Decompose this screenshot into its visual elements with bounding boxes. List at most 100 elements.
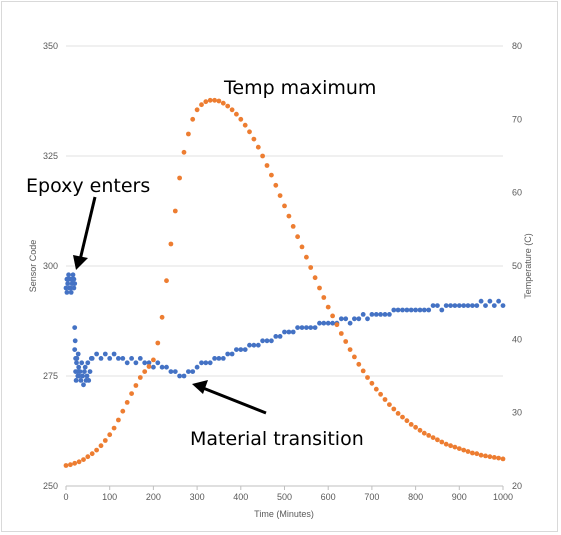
sensor-code-point <box>72 347 78 352</box>
temperature-point <box>308 265 314 270</box>
sensor-code-point <box>282 329 287 335</box>
temperature-point <box>478 452 484 458</box>
temperature-point <box>430 435 436 440</box>
x-tick-label: 700 <box>364 492 379 502</box>
temperature-point <box>321 295 327 300</box>
sensor-code-point <box>102 351 108 357</box>
temperature-point <box>172 208 178 214</box>
temperature-point <box>312 275 318 281</box>
sensor-code-point <box>71 285 77 291</box>
temperature-point <box>146 364 152 369</box>
sensor-code-point <box>71 276 77 282</box>
temperature-point <box>456 446 462 451</box>
temperature-point <box>452 444 458 450</box>
temperature-point <box>404 418 410 424</box>
temperature-point <box>304 254 309 260</box>
sensor-code-point <box>338 316 344 322</box>
temperature-point <box>181 149 187 155</box>
temperature-point <box>107 432 113 438</box>
sensor-code-point <box>229 351 235 357</box>
sensor-code-point <box>470 303 475 308</box>
sensor-code-point <box>373 312 379 317</box>
sensor-code-point <box>496 298 501 304</box>
sensor-code-point <box>79 360 85 366</box>
temperature-point <box>116 417 121 423</box>
sensor-code-point <box>87 369 93 374</box>
sensor-code-point <box>220 356 226 361</box>
sensor-code-point <box>264 338 270 344</box>
temperature-point <box>137 375 143 380</box>
sensor-code-point <box>461 303 467 308</box>
sensor-code-point <box>421 307 427 313</box>
sensor-code-point <box>194 364 200 370</box>
sensor-code-point <box>387 312 392 317</box>
temperature-point <box>373 386 379 392</box>
temperature-point <box>94 447 99 453</box>
temperature-point <box>225 103 231 109</box>
temperature-point <box>360 368 366 374</box>
sensor-code-point <box>465 303 471 308</box>
temperature-point <box>220 100 226 106</box>
temperature-point <box>474 451 480 457</box>
temperature-point <box>133 383 139 388</box>
sensor-code-point <box>159 364 165 370</box>
sensor-code-point <box>238 347 244 352</box>
sensor-code-point <box>155 360 161 366</box>
sensor-code-point <box>107 356 113 361</box>
sensor-code-point <box>347 320 353 326</box>
y-axis-left-label: Sensor Code <box>28 240 38 293</box>
sensor-code-point <box>299 325 305 330</box>
sensor-code-point <box>478 298 484 304</box>
sensor-code-point <box>186 369 191 374</box>
temperature-point <box>111 425 117 431</box>
temperature-point <box>395 411 401 416</box>
temperature-point <box>234 111 239 117</box>
temperature-point <box>229 107 235 113</box>
sensor-code-point <box>325 320 331 326</box>
temperature-point <box>290 224 296 229</box>
sensor-code-point <box>391 307 397 313</box>
sensor-code-point <box>277 334 283 339</box>
sensor-code-point <box>491 303 497 308</box>
data-points <box>63 97 506 468</box>
temperature-point <box>102 438 108 443</box>
sensor-code-point <box>273 334 279 339</box>
sensor-code-point <box>395 307 401 313</box>
sensor-code-point <box>72 281 78 286</box>
sensor-code-point <box>73 378 79 383</box>
axes <box>65 485 504 490</box>
temperature-point <box>164 278 169 284</box>
temperature-point <box>435 437 440 443</box>
sensor-code-point <box>225 351 231 357</box>
x-tick-label: 800 <box>408 492 423 502</box>
sensor-code-point <box>177 373 183 379</box>
temperature-point <box>487 454 493 460</box>
temperature-point <box>85 454 91 460</box>
temperature-point <box>470 450 475 456</box>
temperature-point <box>391 406 397 412</box>
sensor-code-point <box>234 347 239 352</box>
temperature-point <box>207 97 213 103</box>
y-left-tick-label: 300 <box>43 261 58 271</box>
sensor-code-point <box>172 369 178 374</box>
sensor-code-point <box>290 329 296 335</box>
sensor-code-point <box>500 303 506 308</box>
temperature-point <box>159 314 165 320</box>
temperature-point <box>317 285 322 291</box>
sensor-code-point <box>207 360 213 366</box>
annotation-material-transition: Material transition <box>190 428 364 450</box>
sensor-code-point <box>474 303 480 308</box>
temperature-point <box>98 443 104 449</box>
sensor-code-point <box>74 360 79 366</box>
temperature-point <box>277 193 283 199</box>
temperature-point <box>299 244 305 250</box>
sensor-code-point <box>81 382 86 388</box>
sensor-code-point <box>116 356 121 361</box>
arrow-epoxy-icon <box>73 196 97 270</box>
sensor-code-point <box>369 312 375 317</box>
temperature-point <box>295 234 300 240</box>
temperature-point <box>421 430 427 436</box>
sensor-code-point <box>456 303 462 308</box>
sensor-code-point <box>330 320 335 326</box>
